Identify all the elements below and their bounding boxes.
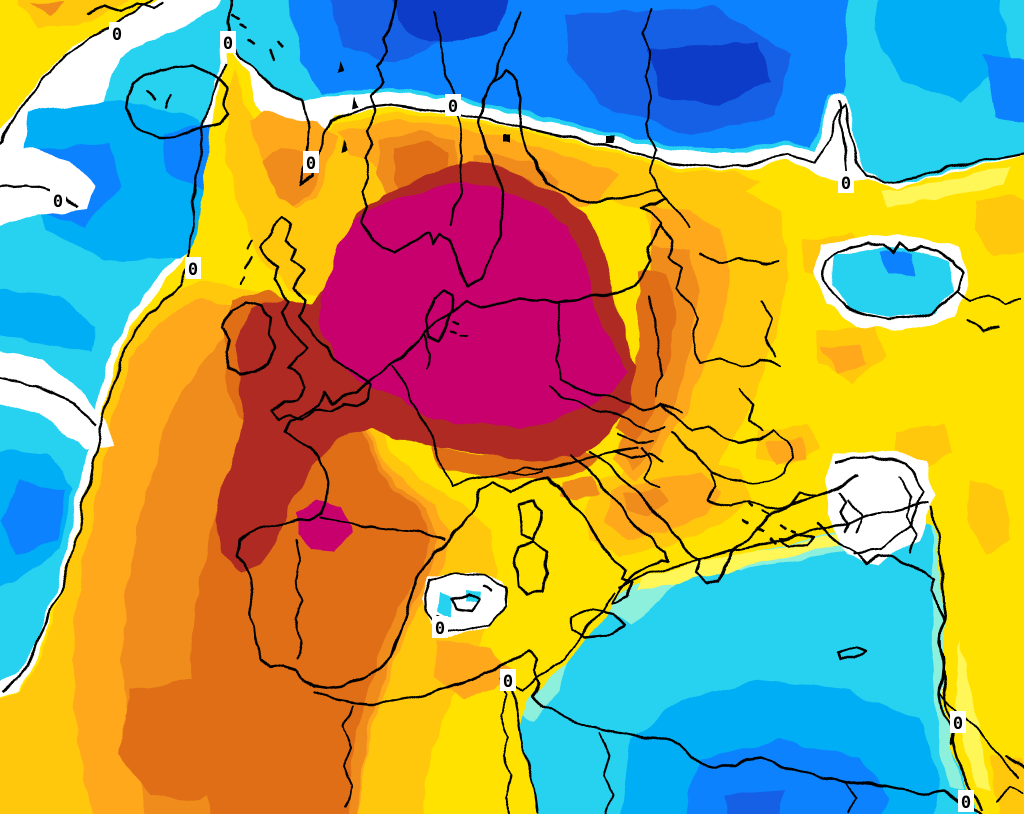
zero-contour-label: 0	[500, 669, 516, 692]
balearic-cyan-spot-1	[438, 594, 452, 616]
svg-text:0: 0	[112, 25, 122, 45]
svg-text:0: 0	[841, 174, 851, 194]
zero-contour-label: 0	[50, 189, 66, 212]
country-borders	[295, 7, 1024, 814]
zero-contour-label: 0	[185, 257, 201, 280]
borders-anatolia-caucasus	[849, 289, 1021, 553]
zero-band-overlays	[0, 148, 968, 638]
zero-contour-label: 0	[432, 616, 448, 639]
region-eastmed-pale-rim-e	[930, 505, 966, 790]
zero-contour-label: 0	[220, 31, 236, 54]
contour-greenland-corner	[0, 0, 154, 145]
coast-sicily-sardinia-corsica	[514, 498, 626, 640]
borders-scandinavia	[431, 7, 661, 227]
coast-turkey	[816, 490, 954, 746]
zero-contour-label: 0	[838, 171, 854, 194]
coast-norway	[360, 0, 470, 290]
zero-contour-labels: 0 0 0 0 0 0 0 0 0 0 0	[50, 22, 974, 813]
region-atlantic-lightblue-mid	[0, 289, 96, 352]
whiteband-atlantic-branch	[0, 352, 112, 448]
blacksea-cyan	[832, 248, 952, 318]
svg-text:0: 0	[53, 192, 63, 212]
svg-text:0: 0	[953, 714, 963, 734]
coast-blacksea	[822, 240, 962, 322]
gold-rightedge-1	[975, 195, 1024, 255]
coast-iceland	[124, 62, 230, 138]
wedge-orange-spot	[28, 2, 66, 16]
borders-balkans	[659, 403, 815, 509]
orange-po-valley	[560, 478, 600, 500]
pale-strip-northeast	[880, 165, 1010, 206]
amber-east-patch-2	[762, 438, 808, 466]
coast-denmark	[424, 288, 470, 344]
contour-anatolia	[835, 453, 926, 556]
coast-crete-cyprus	[778, 532, 868, 660]
zero-contour-label: 0	[445, 94, 461, 117]
contour-atlantic-west	[1, 63, 226, 693]
contour-aegean	[617, 500, 931, 589]
coast-north-africa	[312, 650, 982, 814]
contour-north-main	[226, 0, 1024, 187]
coast-italy	[554, 454, 672, 606]
svg-text:0: 0	[503, 672, 513, 692]
borders-central-europe	[547, 301, 681, 489]
contour-balearic-ring	[423, 572, 508, 634]
coast-aegean-islands	[740, 502, 798, 545]
zero-contour-label: 0	[303, 151, 319, 174]
coast-sweden-baltic	[464, 68, 670, 310]
coast-greenland	[86, 0, 166, 16]
region-eastmed-royal	[725, 790, 785, 814]
borders-africa-mideast	[343, 675, 1024, 814]
amber-east-patch-1	[822, 345, 866, 374]
region-scandinavia-navy-2	[648, 42, 772, 106]
coast-britain	[260, 216, 374, 422]
coast-west-europe	[234, 302, 558, 690]
contour-atlantic-nw-band	[0, 183, 79, 209]
zero-contour-label: 0	[109, 22, 125, 45]
burnt-africa-blob	[120, 680, 260, 800]
zero-contour-label: 0	[958, 790, 974, 813]
svg-text:0: 0	[188, 260, 198, 280]
pale-strip-aegean	[636, 516, 900, 594]
region-northeast-blue-edge	[985, 55, 1024, 123]
svg-text:0: 0	[961, 793, 971, 813]
region-northeast-lightblue	[874, 0, 1010, 100]
region-warm-greenland-wedge	[0, 0, 158, 132]
zero-contour-label: 0	[950, 711, 966, 734]
burnt-east	[618, 270, 676, 442]
svg-text:0: 0	[306, 154, 316, 174]
region-atlantic-blue-south	[2, 480, 68, 556]
coast-ireland	[222, 302, 278, 378]
region-scandinavia-navy-1	[393, 0, 510, 44]
gold-rightedge-2	[968, 480, 1010, 555]
contour-atlantic-branch	[0, 376, 99, 425]
svg-text:0: 0	[448, 97, 458, 117]
coast-faroe-shetland	[230, 12, 282, 284]
coast-adriatic-greece	[586, 450, 858, 584]
borders-west-europe	[295, 335, 637, 659]
blacksea-blue-spot	[880, 252, 915, 275]
borders-east-europe	[647, 195, 781, 433]
pale-strip-levant	[955, 640, 992, 790]
coastlines	[86, 0, 982, 814]
svg-text:0: 0	[223, 34, 233, 54]
svg-text:0: 0	[435, 619, 445, 639]
magenta-core-spain	[298, 500, 350, 552]
